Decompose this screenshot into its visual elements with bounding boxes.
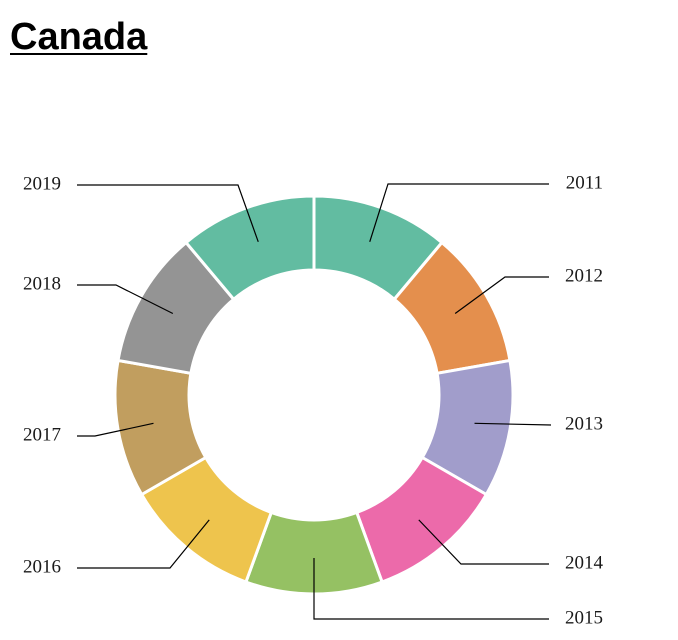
leader-line-2015 bbox=[313, 558, 549, 620]
slice-label-2017: 2017 bbox=[23, 424, 61, 445]
slice-label-2011: 2011 bbox=[566, 172, 603, 193]
leader-line-2017 bbox=[77, 422, 154, 437]
leader-line-2018 bbox=[77, 284, 174, 315]
slice-label-2014: 2014 bbox=[565, 552, 604, 573]
slice-label-2015: 2015 bbox=[565, 607, 603, 628]
leader-line-2011 bbox=[369, 183, 549, 243]
leader-line-2016 bbox=[77, 519, 210, 569]
slice-label-2013: 2013 bbox=[565, 413, 603, 434]
donut-slice-2019 bbox=[183, 194, 316, 302]
slice-label-2019: 2019 bbox=[23, 173, 61, 194]
leader-line-2019 bbox=[77, 184, 259, 243]
leader-line-2012 bbox=[454, 276, 549, 314]
leader-line-2013 bbox=[474, 422, 552, 426]
slice-label-2012: 2012 bbox=[565, 265, 603, 286]
slice-label-2016: 2016 bbox=[23, 556, 61, 577]
chart-title: Canada bbox=[10, 16, 148, 58]
slice-label-2018: 2018 bbox=[23, 273, 61, 294]
leader-line-2014 bbox=[418, 519, 549, 565]
